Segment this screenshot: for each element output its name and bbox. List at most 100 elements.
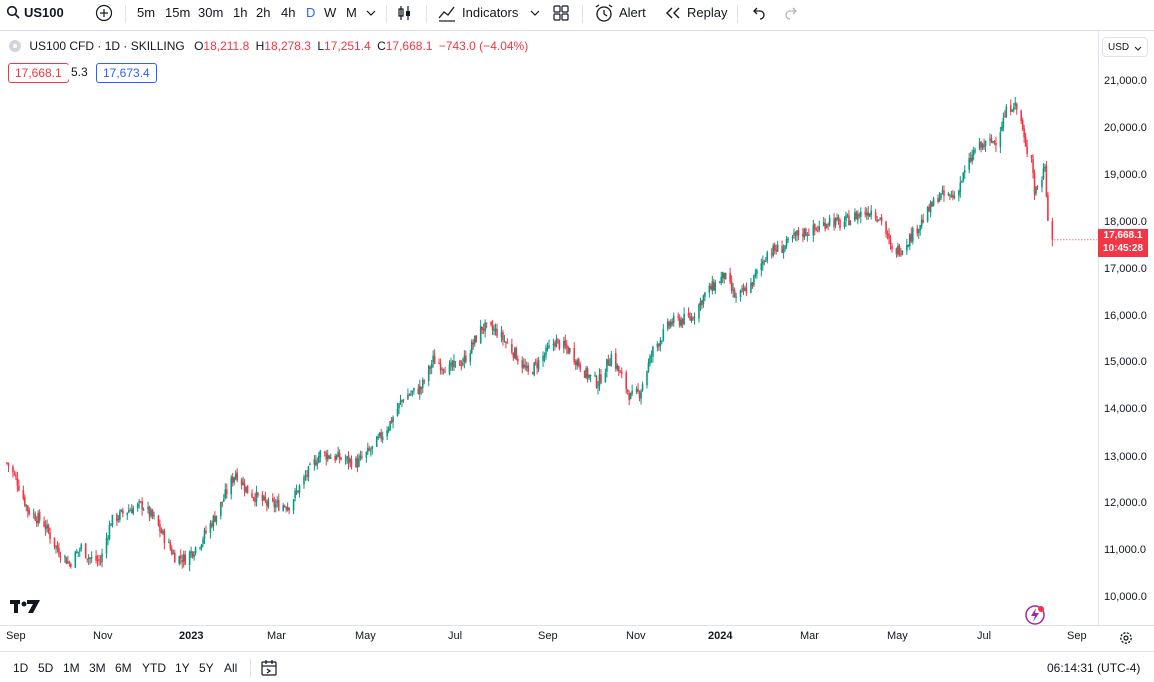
interval-2h[interactable]: 2h xyxy=(256,5,271,20)
candle-body xyxy=(671,321,674,325)
candle-body xyxy=(638,392,641,398)
time-tick: Jul xyxy=(448,630,463,642)
candle-body xyxy=(937,198,939,203)
search-icon[interactable] xyxy=(6,5,20,21)
high-value: 18,278.3 xyxy=(264,38,311,53)
lightning-icon[interactable] xyxy=(1024,604,1046,631)
candlestick-chart-type-icon[interactable] xyxy=(396,4,414,22)
candle-body xyxy=(525,366,528,368)
tradingview-logo[interactable] xyxy=(10,600,40,619)
redo-icon[interactable] xyxy=(784,6,800,20)
candle-body xyxy=(294,490,296,499)
range-5y[interactable]: 5Y xyxy=(199,661,214,675)
candle-body xyxy=(564,340,567,346)
time-axis-border xyxy=(0,625,1154,626)
candle-body xyxy=(182,554,185,562)
indicators-button[interactable]: Indicators xyxy=(462,5,519,20)
candle-body xyxy=(6,462,8,464)
candle-body xyxy=(78,549,81,551)
bid-price-box[interactable]: 17,668.1 xyxy=(8,63,69,83)
range-1d[interactable]: 1D xyxy=(13,661,29,675)
candle-body xyxy=(586,368,589,379)
toolbar-divider xyxy=(582,5,583,23)
symbol-name[interactable]: US100 xyxy=(24,5,64,20)
interval-m[interactable]: M xyxy=(346,5,357,20)
last-price-value: 17,668.1 xyxy=(1103,230,1143,241)
candle-body xyxy=(442,369,445,372)
range-3m[interactable]: 3M xyxy=(89,661,106,675)
candle-body xyxy=(1023,128,1025,138)
candle-body xyxy=(889,239,892,245)
replay-rewind-icon[interactable] xyxy=(665,6,681,20)
candle-body xyxy=(303,476,305,485)
candle-body xyxy=(690,317,693,321)
interval-d[interactable]: D xyxy=(306,5,316,20)
interval-30m[interactable]: 30m xyxy=(198,5,224,20)
interval-4h[interactable]: 4h xyxy=(281,5,296,20)
candle-body xyxy=(199,547,201,549)
candle-body xyxy=(407,394,409,400)
interval-dropdown-chevron-icon[interactable] xyxy=(366,9,376,17)
currency-selector[interactable]: USD xyxy=(1102,37,1148,57)
replay-button[interactable]: Replay xyxy=(687,5,728,20)
interval-15m[interactable]: 15m xyxy=(165,5,191,20)
candle-body xyxy=(142,509,145,511)
interval-w[interactable]: W xyxy=(324,5,337,20)
candle-body xyxy=(678,317,681,326)
layouts-grid-icon[interactable] xyxy=(552,4,570,22)
candle-body xyxy=(992,141,994,143)
range-5d[interactable]: 5D xyxy=(38,661,54,675)
candle-body xyxy=(215,515,218,523)
candle-body xyxy=(910,233,913,242)
candle-body xyxy=(418,385,421,394)
candle-body xyxy=(741,288,743,290)
candle-body xyxy=(212,516,215,527)
range-1m[interactable]: 1M xyxy=(63,661,80,675)
visibility-eye-icon[interactable] xyxy=(8,39,22,53)
candle-body xyxy=(661,340,663,342)
candle-body xyxy=(503,340,506,342)
candle-body xyxy=(938,197,941,202)
candle-body xyxy=(122,510,124,514)
currency-chevron-icon xyxy=(1134,38,1142,66)
candle-body xyxy=(200,544,203,549)
axis-settings-gear-icon[interactable] xyxy=(1119,631,1133,650)
alert-button[interactable]: Alert xyxy=(619,5,646,20)
range-1y[interactable]: 1Y xyxy=(175,661,190,675)
go-to-date-calendar-icon[interactable] xyxy=(260,659,278,682)
interval-5m[interactable]: 5m xyxy=(137,5,156,20)
alarm-clock-icon[interactable] xyxy=(594,3,614,23)
candle-body xyxy=(12,466,14,473)
indicators-chevron-icon[interactable] xyxy=(530,9,540,17)
candlestick-chart[interactable] xyxy=(0,31,1097,625)
candle-body xyxy=(796,230,798,236)
undo-icon[interactable] xyxy=(750,6,766,20)
candle-body xyxy=(252,497,255,499)
range-ytd[interactable]: YTD xyxy=(142,661,166,675)
candle-body xyxy=(669,321,672,327)
candle-body xyxy=(720,276,723,284)
candle-body xyxy=(1002,117,1005,128)
candle-body xyxy=(770,253,773,255)
candle-body xyxy=(147,506,149,510)
low-label: L xyxy=(317,38,325,53)
candle-body xyxy=(254,497,256,502)
candle-body xyxy=(28,510,31,515)
candle-body xyxy=(13,473,16,475)
candle-body xyxy=(974,150,976,152)
candle-body xyxy=(803,228,806,238)
compare-plus-icon[interactable] xyxy=(95,4,113,22)
candle-body xyxy=(506,342,509,344)
range-all[interactable]: All xyxy=(224,661,238,675)
candle-body xyxy=(159,524,161,532)
indicators-icon[interactable] xyxy=(438,4,456,22)
timezone-clock[interactable]: 06:14:31 (UTC-4) xyxy=(1047,661,1141,675)
candle-body xyxy=(108,525,111,540)
ask-price-box[interactable]: 17,673.4 xyxy=(96,63,157,83)
candle-body xyxy=(127,510,130,513)
candle-body xyxy=(785,238,788,247)
candle-body xyxy=(911,228,914,242)
range-6m[interactable]: 6M xyxy=(115,661,132,675)
candle-body xyxy=(750,283,752,293)
interval-1h[interactable]: 1h xyxy=(233,5,248,20)
